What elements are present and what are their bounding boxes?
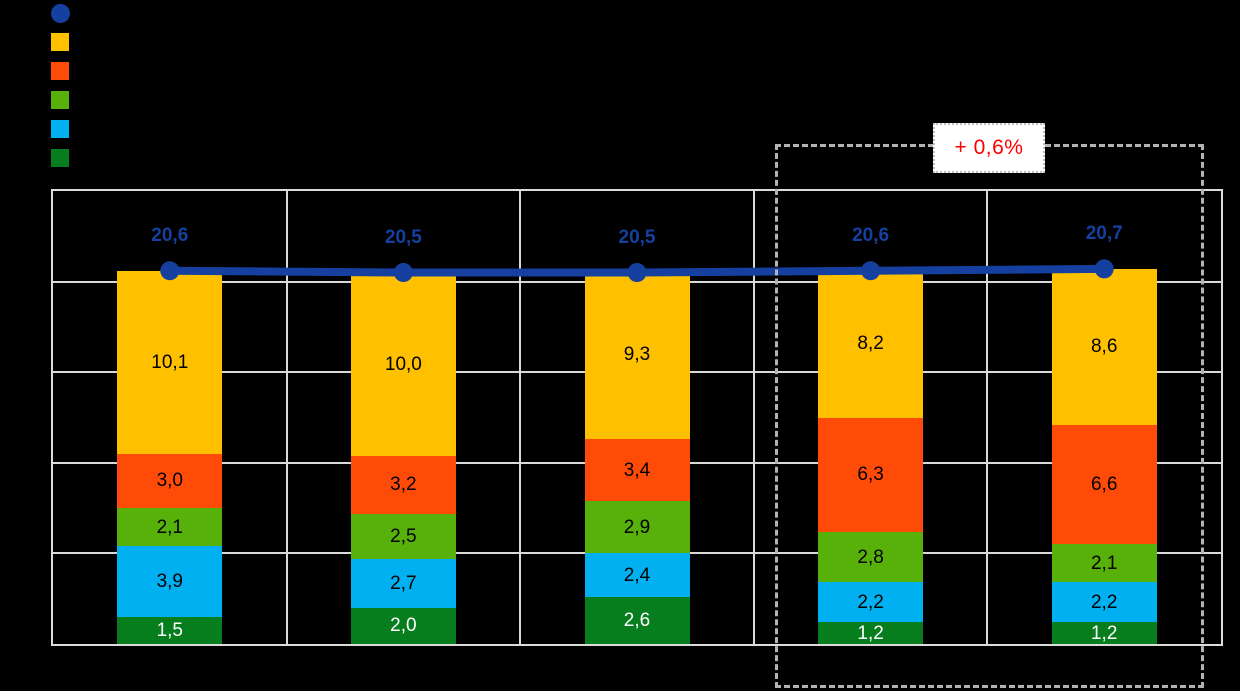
bar-2-orange-series-segment: 3,2 [350,455,456,514]
segment-value-label: 9,3 [623,344,651,366]
total-value-label-2: 20,5 [384,226,422,248]
segment-value-label: 10,1 [151,351,189,373]
segment-value-label: 2,9 [623,516,651,538]
legend [51,3,78,178]
legend-item-1 [51,3,78,23]
bar-4-yellow-series-segment: 8,2 [818,268,924,418]
segment-value-label: 6,6 [1090,474,1118,496]
bar-5-green-series-segment: 2,1 [1051,544,1157,583]
total-line-marker-5 [1094,259,1114,279]
bar-2-yellow-series-segment: 10,0 [350,274,456,456]
light-blue-series-marker [51,120,69,138]
segment-value-label: 2,4 [623,564,651,586]
v-gridline-2 [519,191,522,644]
segment-value-label: 3,2 [390,474,417,496]
legend-item-6 [51,149,78,167]
segment-value-label: 1,5 [156,619,183,641]
total-value-label-3: 20,5 [618,226,656,248]
bar-4-green-series-segment: 2,8 [818,531,924,583]
bar-5-light-blue-series-segment: 2,2 [1051,582,1157,623]
bar-4-dark-green-series-segment: 1,2 [818,622,924,644]
bar-1-dark-green-series-segment: 1,5 [117,616,223,644]
segment-value-label: 2,1 [1090,552,1118,574]
total-line-marker [51,3,70,23]
bar-1-orange-series-segment: 3,0 [117,453,223,509]
segment-value-label: 2,1 [156,516,183,538]
bar-3-light-blue-series-segment: 2,4 [584,553,690,597]
legend-item-5 [51,120,78,138]
total-line-marker-4 [861,261,881,281]
v-gridline-1 [285,191,288,644]
total-line-marker-3 [627,263,647,283]
annotation-text: + 0,6% [954,136,1024,159]
bar-1-yellow-series-segment: 10,1 [117,270,223,454]
segment-value-label: 2,0 [390,615,417,637]
bar-5-yellow-series-segment: 8,6 [1051,268,1157,425]
segment-value-label: 8,6 [1090,336,1118,358]
segment-value-label: 8,2 [857,332,884,354]
bar-5-dark-green-series-segment: 1,2 [1051,622,1157,644]
bar-2-green-series-segment: 2,5 [350,513,456,559]
total-line-chart [160,259,1114,283]
bar-1-green-series-segment: 2,1 [117,508,223,547]
segment-value-label: 2,6 [623,609,651,631]
segment-value-label: 10,0 [384,354,422,376]
orange-series-marker [51,62,69,80]
bar-1-light-blue-series-segment: 3,9 [117,546,223,617]
bar-3-orange-series-segment: 3,4 [584,439,690,501]
bar-3-dark-green-series-segment: 2,6 [584,596,690,644]
bar-2-dark-green-series-segment: 2,0 [350,607,456,644]
plot-area: 1,5 3,9 2,1 3,0 10,1 2,0 2,7 2,5 3,2 10,0 2,6 2,4 2,… [51,189,1223,646]
segment-value-label: 3,0 [156,470,183,492]
v-gridline-3 [752,191,755,644]
annotation-badge: + 0,6% [933,123,1045,173]
total-value-label-4: 20,6 [852,224,890,246]
v-gridline-4 [986,191,989,644]
legend-item-2 [51,33,78,51]
bar-3-yellow-series-segment: 9,3 [584,270,690,440]
total-value-label-5: 20,7 [1085,222,1123,244]
legend-item-4 [51,91,78,109]
legend-item-3 [51,62,78,80]
dark-green-series-marker [51,149,69,167]
segment-value-label: 2,8 [857,546,884,568]
total-line-marker-2 [393,263,413,283]
segment-value-label: 3,4 [623,459,651,481]
total-line-marker-1 [160,261,180,281]
total-value-label-1: 20,6 [151,224,189,246]
segment-value-label: 2,5 [390,525,417,547]
bar-5-orange-series-segment: 6,6 [1051,424,1157,545]
bar-2-light-blue-series-segment: 2,7 [350,558,456,608]
segment-value-label: 6,3 [857,464,884,486]
segment-value-label: 1,2 [857,622,884,644]
bar-4-orange-series-segment: 6,3 [818,417,924,532]
segment-value-label: 2,2 [1090,591,1118,613]
segment-value-label: 2,7 [390,572,417,594]
bar-4-light-blue-series-segment: 2,2 [818,582,924,623]
green-series-marker [51,91,69,109]
bar-3-green-series-segment: 2,9 [584,500,690,554]
yellow-series-marker [51,33,69,51]
segment-value-label: 1,2 [1090,622,1118,644]
segment-value-label: 2,2 [857,591,884,613]
segment-value-label: 3,9 [156,571,183,592]
